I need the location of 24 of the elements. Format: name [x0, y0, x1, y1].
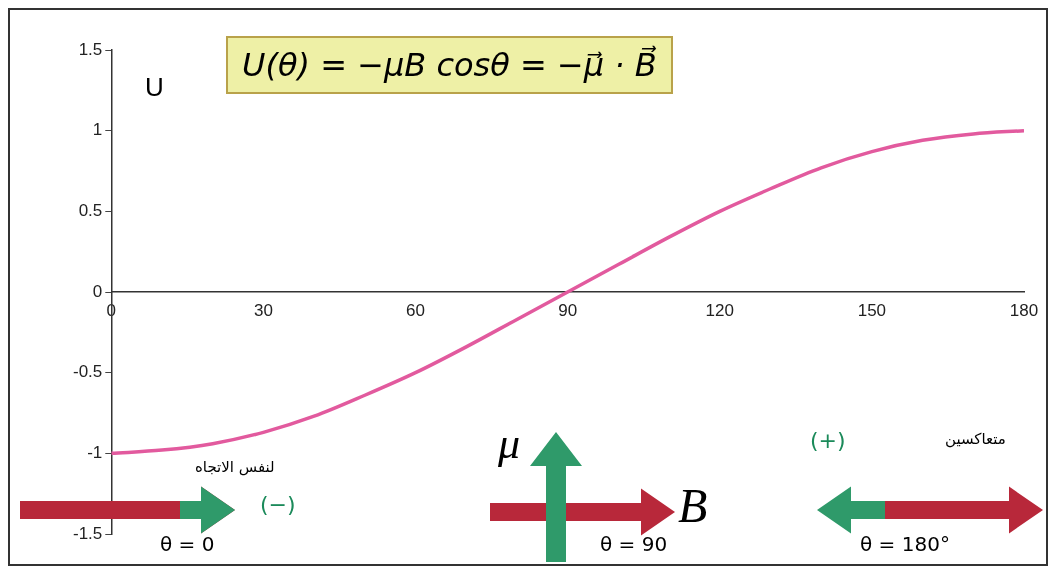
annotation: θ = 180° [860, 532, 950, 556]
annotation: θ = 0 [160, 532, 215, 556]
y-tick-label: 0.5 [78, 201, 103, 221]
y-tick-label: -0.5 [73, 362, 103, 382]
annotation: U(θ) = −μB cosθ = −μ⃗ · B⃗ [226, 36, 673, 94]
x-tick-label: 180 [1009, 300, 1039, 320]
annotation: θ = 90 [600, 532, 668, 556]
y-tick-label: 1 [92, 120, 103, 140]
x-tick-label: 120 [705, 300, 734, 320]
annotation: B [678, 478, 708, 533]
y-tick-label: -1.5 [73, 523, 103, 543]
x-tick-label: 60 [406, 300, 425, 320]
annotation: μ [498, 418, 521, 469]
x-tick-label: 90 [558, 300, 578, 320]
x-tick-label: 150 [857, 300, 887, 320]
y-axis-title: U [145, 72, 164, 103]
y-tick-label: 1.5 [78, 39, 103, 59]
annotation: لنفس الاتجاه [195, 458, 275, 476]
y-tick-label: 0 [92, 281, 103, 301]
annotation: (+) [810, 428, 846, 453]
annotation: متعاكسين [945, 430, 1006, 448]
y-tick-label: -1 [87, 443, 103, 463]
x-tick-label: 30 [253, 300, 273, 320]
annotation: (−) [260, 492, 296, 517]
